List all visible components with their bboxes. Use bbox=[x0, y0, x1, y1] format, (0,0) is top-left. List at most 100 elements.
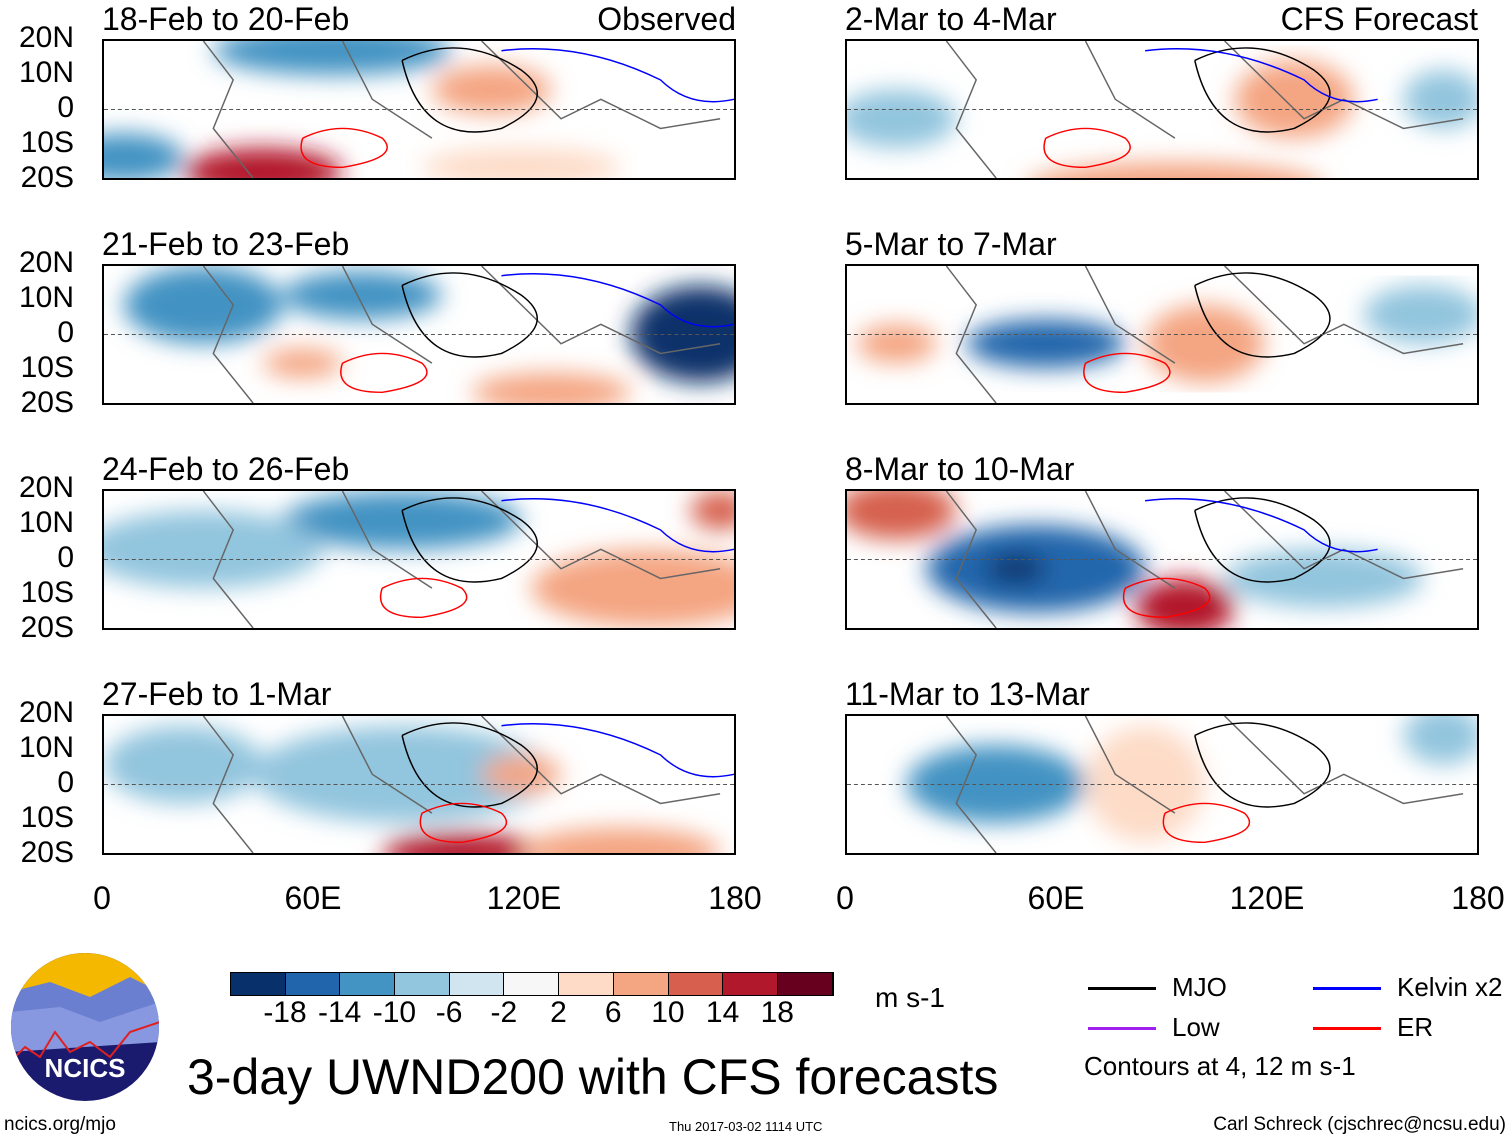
er-contour bbox=[380, 577, 468, 619]
legend-label: Kelvin x2 bbox=[1397, 972, 1503, 1002]
logo-text: NCICS bbox=[45, 1053, 126, 1083]
latitude-label: 0 bbox=[57, 91, 74, 124]
wind-anomaly-region bbox=[966, 319, 1126, 369]
wind-anomaly-region bbox=[1363, 285, 1477, 344]
mjo-contour bbox=[1194, 497, 1331, 583]
er-contour bbox=[1083, 352, 1171, 394]
latitude-label: 20N bbox=[18, 696, 74, 729]
latitude-label: 20N bbox=[18, 471, 74, 504]
observed-panel-1 bbox=[102, 39, 736, 180]
figure-title: 3-day UWND200 with CFS forecasts bbox=[187, 1049, 999, 1105]
panel-date-range: 18-Feb to 20-Feb bbox=[102, 1, 350, 37]
legend-label: ER bbox=[1397, 1012, 1434, 1042]
wind-anomaly-region bbox=[847, 89, 957, 148]
legend-label: Low bbox=[1172, 1012, 1220, 1042]
forecast-panel-4 bbox=[845, 714, 1479, 855]
colorbar-swatch bbox=[504, 973, 560, 995]
mjo-contour bbox=[401, 272, 538, 358]
coastline bbox=[202, 491, 721, 628]
latitude-label: 10N bbox=[18, 56, 74, 89]
latitude-label: 20S bbox=[20, 836, 74, 869]
observed-label: Observed bbox=[597, 1, 736, 37]
wind-anomaly-region bbox=[986, 554, 1046, 584]
wind-anomaly-region bbox=[1035, 162, 1314, 178]
latitude-label: 10S bbox=[20, 576, 74, 609]
er-contour bbox=[419, 802, 508, 844]
coastline bbox=[945, 491, 1464, 628]
colorbar-swatch bbox=[395, 973, 450, 995]
panel-date-range: 11-Mar to 13-Mar bbox=[845, 676, 1090, 712]
longitude-label: 60E bbox=[284, 880, 342, 916]
wind-anomaly-region bbox=[282, 270, 442, 320]
wind-anomaly-region bbox=[1085, 725, 1205, 843]
panel-date-range: 21-Feb to 23-Feb bbox=[102, 226, 350, 262]
colorbar-swatch bbox=[777, 973, 833, 995]
panel-date-range: 27-Feb to 1-Mar bbox=[102, 676, 332, 712]
coastline bbox=[945, 716, 1464, 853]
observed-panel-2 bbox=[102, 264, 736, 405]
latitude-label: 20S bbox=[20, 611, 74, 644]
panel-date-range: 2-Mar to 4-Mar bbox=[845, 1, 1057, 37]
wind-anomaly-region bbox=[253, 725, 552, 823]
er-contour bbox=[1123, 577, 1211, 619]
wind-anomaly-region bbox=[1403, 70, 1477, 129]
kelvin-contour bbox=[1145, 498, 1378, 553]
longitude-label: 0 bbox=[93, 880, 111, 916]
colorbar-tick-label: -10 bbox=[372, 996, 417, 1029]
legend-line-low bbox=[1088, 1027, 1156, 1030]
wind-anomaly-region bbox=[104, 725, 263, 804]
source-url[interactable]: ncics.org/mjo bbox=[4, 1114, 116, 1135]
longitude-label: 180 bbox=[1451, 880, 1505, 916]
colorbar bbox=[230, 972, 834, 996]
wind-anomaly-region bbox=[1135, 578, 1235, 628]
mjo-contour bbox=[401, 497, 538, 583]
latitude-label: 10S bbox=[20, 801, 74, 834]
latitude-label: 0 bbox=[57, 541, 74, 574]
er-contour bbox=[1162, 802, 1251, 844]
wind-anomaly-region bbox=[1145, 304, 1265, 383]
wind-anomaly-region bbox=[531, 549, 734, 628]
timestamp: Thu 2017-03-02 1114 UTC bbox=[669, 1119, 823, 1134]
ncics-logo: NCICS bbox=[10, 952, 160, 1107]
latitude-label: 0 bbox=[57, 766, 74, 799]
longitude-label: 0 bbox=[836, 880, 854, 916]
legend-label: MJO bbox=[1172, 972, 1227, 1002]
colorbar-tick-label: 2 bbox=[550, 996, 567, 1029]
kelvin-contour bbox=[501, 723, 734, 778]
wind-anomaly-region bbox=[856, 324, 937, 364]
longitude-label: 180 bbox=[708, 880, 762, 916]
colorbar-swatch bbox=[340, 973, 396, 995]
colorbar-swatch bbox=[668, 973, 724, 995]
colorbar-swatch bbox=[613, 973, 669, 995]
latitude-label: 10N bbox=[18, 506, 74, 539]
kelvin-contour bbox=[501, 273, 734, 328]
forecast-label: CFS Forecast bbox=[1280, 1, 1478, 37]
mjo-contour bbox=[401, 722, 538, 808]
latitude-label: 20S bbox=[20, 386, 74, 419]
colorbar-tick-label: 10 bbox=[651, 996, 685, 1029]
coastline bbox=[202, 716, 721, 853]
forecast-panel-1 bbox=[845, 39, 1479, 180]
er-contour bbox=[340, 352, 428, 394]
wind-anomaly-region bbox=[630, 285, 734, 383]
kelvin-contour bbox=[501, 48, 734, 103]
latitude-label: 10S bbox=[20, 126, 74, 159]
latitude-label: 20N bbox=[18, 246, 74, 279]
latitude-label: 10N bbox=[18, 731, 74, 764]
colorbar-tick-label: -2 bbox=[490, 996, 518, 1029]
latitude-label: 10S bbox=[20, 351, 74, 384]
forecast-panel-2 bbox=[845, 264, 1479, 405]
mjo-contour bbox=[1194, 272, 1331, 358]
colorbar-tick-label: -6 bbox=[435, 996, 463, 1029]
wind-anomaly-region bbox=[213, 41, 452, 75]
colorbar-tick-label: 14 bbox=[705, 996, 740, 1029]
longitude-label: 120E bbox=[486, 880, 562, 916]
observed-panel-4 bbox=[102, 714, 736, 855]
wind-anomaly-region bbox=[1403, 716, 1477, 765]
wind-anomaly-region bbox=[471, 372, 631, 403]
latitude-label: 20S bbox=[20, 161, 74, 194]
kelvin-contour bbox=[501, 498, 734, 553]
latitude-label: 10N bbox=[18, 281, 74, 314]
colorbar-swatch bbox=[285, 973, 341, 995]
